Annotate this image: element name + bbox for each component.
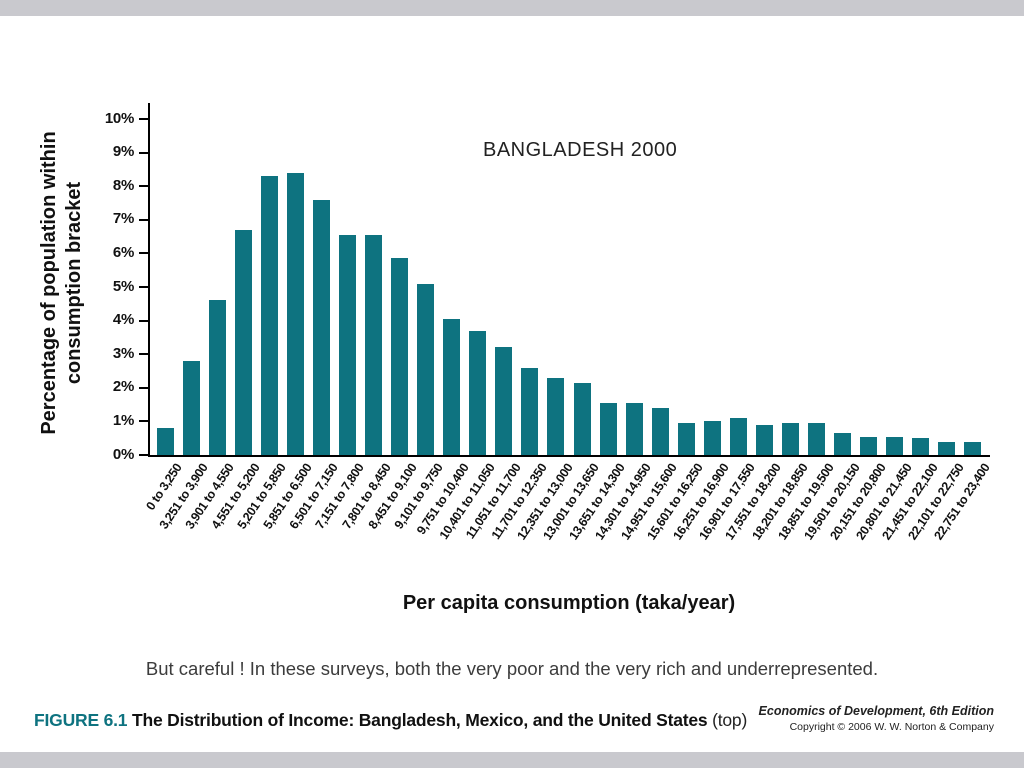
caption-note: But careful ! In these surveys, both the… bbox=[145, 658, 879, 679]
y-tick-label: 10% bbox=[104, 109, 134, 127]
bar bbox=[547, 377, 565, 455]
bar bbox=[260, 176, 278, 455]
bar bbox=[912, 438, 930, 455]
bar bbox=[729, 418, 747, 455]
bar bbox=[365, 234, 383, 455]
y-tick-mark bbox=[139, 353, 148, 356]
bar bbox=[625, 402, 643, 455]
bar bbox=[286, 172, 304, 455]
bar bbox=[417, 283, 435, 455]
bar bbox=[338, 234, 356, 455]
top-border-strip bbox=[0, 0, 1024, 16]
bar bbox=[782, 423, 800, 455]
bar bbox=[834, 433, 852, 455]
bar bbox=[808, 423, 826, 455]
x-axis-title: Per capita consumption (taka/year) bbox=[402, 592, 736, 614]
y-tick-label: 4% bbox=[112, 311, 134, 329]
y-tick-label: 5% bbox=[112, 277, 134, 295]
y-tick-label: 6% bbox=[112, 243, 134, 261]
bar bbox=[677, 423, 695, 455]
y-tick-mark bbox=[139, 252, 148, 255]
y-axis-title-line2: consumption bracket bbox=[63, 181, 85, 385]
bar bbox=[860, 436, 878, 455]
y-tick-label: 8% bbox=[112, 176, 134, 194]
y-tick-mark bbox=[139, 386, 148, 389]
y-tick-label: 7% bbox=[112, 210, 134, 228]
bar bbox=[886, 436, 904, 455]
bottom-border-strip bbox=[0, 752, 1024, 768]
y-tick-mark bbox=[139, 420, 148, 423]
bar bbox=[495, 347, 513, 455]
y-axis-title: Percentage of population within consumpt… bbox=[37, 131, 87, 434]
x-axis-line bbox=[148, 455, 990, 457]
bar bbox=[964, 441, 982, 455]
figure-title: The Distribution of Income: Bangladesh, … bbox=[131, 710, 708, 730]
chart-title: BANGLADESH 2000 bbox=[483, 139, 678, 161]
y-tick-label: 9% bbox=[112, 143, 134, 161]
bar bbox=[703, 421, 721, 455]
bar bbox=[469, 330, 487, 455]
y-tick-mark bbox=[139, 286, 148, 288]
bar bbox=[234, 229, 252, 455]
bar bbox=[521, 367, 539, 455]
credit-copyright: Copyright © 2006 W. W. Norton & Company bbox=[789, 720, 994, 733]
bar bbox=[651, 407, 669, 455]
figure-label: FIGURE 6.1 bbox=[34, 710, 128, 730]
bar bbox=[182, 360, 200, 455]
y-tick-label: 2% bbox=[112, 378, 134, 396]
bar bbox=[156, 428, 174, 455]
y-tick-label: 3% bbox=[112, 344, 134, 362]
bar bbox=[443, 318, 461, 455]
y-tick-label: 1% bbox=[112, 411, 134, 429]
y-tick-mark bbox=[139, 185, 148, 188]
y-tick-mark bbox=[139, 319, 148, 322]
bar bbox=[938, 441, 956, 455]
bar bbox=[755, 424, 773, 455]
y-tick-mark bbox=[139, 118, 148, 120]
y-axis-line bbox=[148, 103, 150, 457]
credit-block: Economics of Development, 6th Edition Co… bbox=[759, 703, 994, 734]
bar bbox=[573, 382, 591, 455]
bar bbox=[312, 199, 330, 455]
figure-caption: FIGURE 6.1 The Distribution of Income: B… bbox=[34, 710, 747, 731]
y-tick-mark bbox=[139, 454, 148, 456]
credit-book-title: Economics of Development, 6th Edition bbox=[758, 704, 994, 718]
bar bbox=[208, 300, 226, 455]
y-tick-label: 0% bbox=[112, 445, 134, 463]
y-tick-mark bbox=[139, 218, 148, 221]
bar bbox=[599, 402, 617, 455]
y-tick-mark bbox=[139, 151, 148, 154]
y-axis-title-line1: Percentage of population within bbox=[38, 131, 60, 435]
figure-suffix: (top) bbox=[712, 710, 748, 730]
bar bbox=[391, 258, 409, 455]
